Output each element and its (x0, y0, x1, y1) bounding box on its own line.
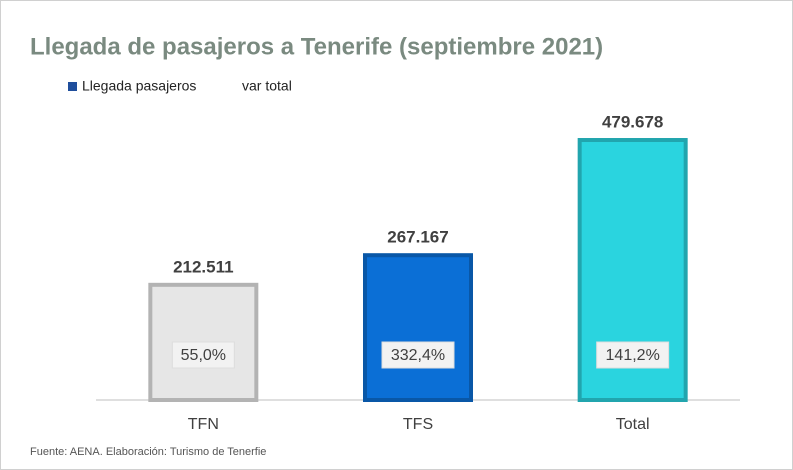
data-label: 212.511 (173, 257, 234, 276)
var-label-box (381, 341, 455, 369)
var-label: 332,4% (391, 347, 445, 364)
x-tick-label: TFS (403, 416, 433, 433)
bar (363, 253, 473, 402)
var-label-box (596, 341, 670, 369)
var-label: 55,0% (181, 347, 226, 364)
legend-label: var total (242, 78, 292, 94)
x-tick-label: TFN (188, 416, 219, 433)
source-note: Fuente: AENA. Elaboración: Turismo de Te… (30, 446, 266, 458)
var-label: 141,2% (606, 347, 660, 364)
x-tick-label: Total (616, 416, 650, 433)
chart-title: Llegada de pasajeros a Tenerife (septiem… (30, 33, 603, 60)
legend-label: Llegada pasajeros (82, 78, 196, 94)
data-label: 479.678 (602, 112, 663, 131)
var-label-box (171, 341, 235, 369)
legend-swatch (68, 82, 77, 91)
data-label: 267.167 (387, 228, 448, 247)
